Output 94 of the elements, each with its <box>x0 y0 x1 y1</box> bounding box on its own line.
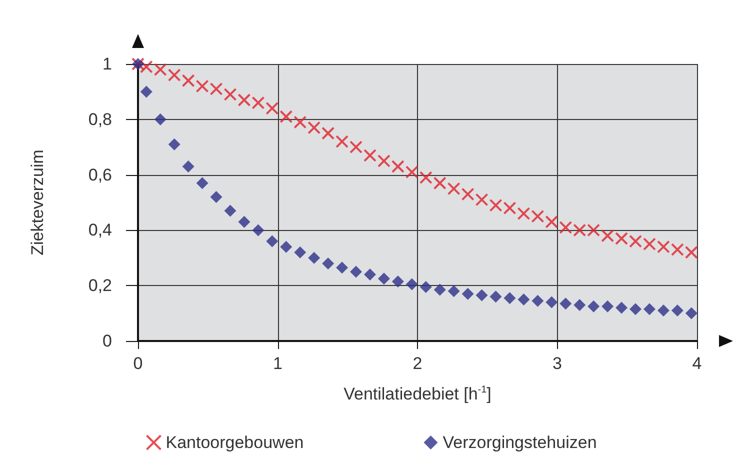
point <box>643 303 656 316</box>
point <box>629 234 642 248</box>
point <box>630 303 642 316</box>
point <box>448 285 460 298</box>
point <box>588 300 600 312</box>
point <box>656 240 670 254</box>
point <box>685 307 698 320</box>
y-tick-label: 0,2 <box>88 276 112 296</box>
point <box>140 86 152 98</box>
point <box>461 188 474 201</box>
point <box>280 240 292 253</box>
point <box>154 113 166 126</box>
point <box>182 160 194 172</box>
point <box>517 207 530 220</box>
point <box>266 102 279 115</box>
point <box>447 182 460 196</box>
y-tick-label: 0,6 <box>88 165 112 184</box>
point <box>336 262 348 274</box>
y-tick-label: 0,4 <box>88 220 112 240</box>
point <box>266 235 278 248</box>
point <box>671 304 684 317</box>
y-tick-label: 1 <box>102 54 112 74</box>
point <box>294 246 306 258</box>
point <box>350 140 363 154</box>
point <box>546 296 558 308</box>
point <box>392 275 404 288</box>
point <box>391 160 404 173</box>
legend-label: Verzorgingstehuizen <box>442 433 597 452</box>
legend-label: Kantoorgebouwen <box>166 433 304 452</box>
point <box>405 166 418 179</box>
point <box>503 202 516 215</box>
point <box>322 257 334 270</box>
point <box>280 110 293 124</box>
point <box>364 268 376 281</box>
point <box>476 289 488 302</box>
point <box>545 215 558 228</box>
point <box>560 298 572 310</box>
point <box>642 238 656 251</box>
point <box>378 272 390 285</box>
point <box>196 177 208 190</box>
point <box>518 293 530 306</box>
point <box>573 224 586 237</box>
point <box>489 198 502 212</box>
point <box>616 302 628 314</box>
point <box>602 300 614 312</box>
point <box>657 304 670 317</box>
point <box>196 80 209 93</box>
point <box>462 288 474 300</box>
y-tick-label: 0,8 <box>88 110 112 129</box>
point <box>350 266 362 278</box>
x-tick-label: 2 <box>412 354 422 373</box>
point <box>308 121 321 134</box>
point <box>210 82 223 96</box>
point <box>154 63 167 76</box>
point <box>252 224 264 236</box>
point <box>587 224 600 237</box>
point <box>420 280 432 293</box>
point <box>322 126 335 140</box>
point <box>406 278 418 290</box>
point <box>504 292 516 304</box>
point <box>210 190 222 203</box>
point <box>294 116 307 129</box>
point <box>475 193 488 206</box>
point <box>532 294 544 307</box>
point <box>182 74 195 88</box>
point <box>419 171 432 184</box>
point <box>377 154 390 168</box>
point <box>684 246 698 259</box>
point <box>168 68 181 82</box>
point <box>336 135 349 148</box>
point <box>574 298 586 311</box>
point <box>238 216 250 228</box>
point <box>615 232 628 246</box>
x-tick-label: 3 <box>552 354 562 373</box>
point <box>559 220 572 234</box>
point <box>238 94 251 107</box>
x-tick-label: 1 <box>273 354 282 373</box>
y-axis-title: Ziekteverzuim <box>28 150 47 256</box>
point <box>434 284 446 296</box>
point <box>363 148 376 162</box>
point <box>670 243 684 256</box>
point <box>252 96 265 110</box>
point <box>224 204 236 217</box>
point <box>168 138 180 150</box>
point <box>601 229 614 242</box>
x-tick-label: 4 <box>692 354 702 373</box>
x-tick-label: 0 <box>133 354 143 373</box>
point <box>224 88 237 101</box>
point <box>140 60 153 74</box>
point <box>531 210 544 223</box>
y-tick-label: 0 <box>102 332 112 350</box>
point <box>308 252 320 264</box>
point <box>490 290 502 303</box>
point <box>433 176 446 190</box>
